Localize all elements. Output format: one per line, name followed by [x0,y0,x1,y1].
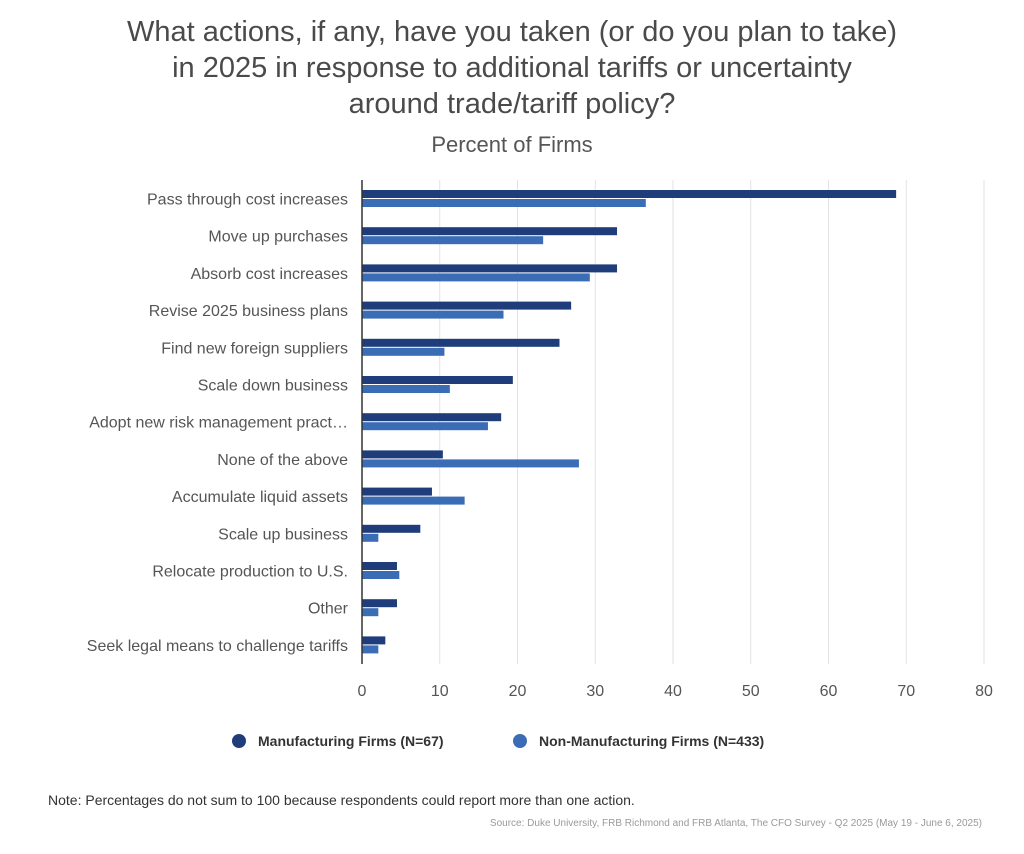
bar-manufacturing[interactable] [362,301,572,310]
category-label: Scale down business [198,378,348,395]
chart-title-line-1: What actions, if any, have you taken (or… [126,16,897,48]
x-tick-label: 50 [742,683,760,700]
bar-manufacturing[interactable] [362,413,502,422]
x-tick-label: 70 [897,683,915,700]
chart-title: What actions, if any, have you taken (or… [0,14,1024,122]
bar-non-manufacturing[interactable] [362,236,544,245]
bar-manufacturing[interactable] [362,487,432,496]
bar-manufacturing[interactable] [362,190,897,198]
bar-non-manufacturing[interactable] [362,273,590,282]
chart-legend: Manufacturing Firms (N=67) Non-Manufactu… [0,733,1024,757]
bar-manufacturing[interactable] [362,264,618,273]
category-label: Accumulate liquid assets [172,489,348,506]
bar-manufacturing[interactable] [362,338,560,347]
category-label: Move up purchases [208,229,348,246]
category-label: Other [308,601,349,618]
category-label: None of the above [217,452,348,469]
legend-label-manufacturing: Manufacturing Firms (N=67) [258,733,444,749]
bar-non-manufacturing[interactable] [362,571,400,579]
x-tick-label: 0 [358,683,367,700]
x-tick-label: 60 [820,683,838,700]
bar-manufacturing[interactable] [362,450,443,459]
bar-non-manufacturing[interactable] [362,459,579,468]
bar-manufacturing[interactable] [362,599,397,608]
x-tick-label: 10 [431,683,449,700]
chart-title-line-2: in 2025 in response to additional tariff… [172,52,852,84]
bar-non-manufacturing[interactable] [362,496,465,505]
bar-non-manufacturing[interactable] [362,645,379,654]
bar-non-manufacturing[interactable] [362,385,450,393]
bar-manufacturing[interactable] [362,376,513,384]
legend-marker-non-manufacturing [513,734,527,748]
bar-non-manufacturing[interactable] [362,608,379,617]
bar-non-manufacturing[interactable] [362,422,488,431]
bar-non-manufacturing[interactable] [362,533,379,542]
legend-marker-manufacturing [232,734,246,748]
bar-manufacturing[interactable] [362,562,397,570]
bar-non-manufacturing[interactable] [362,347,445,356]
category-label: Revise 2025 business plans [149,303,348,320]
chart-subtitle: Percent of Firms [431,132,593,157]
source-credit: Source: Duke University, FRB Richmond an… [489,818,982,829]
x-tick-label: 30 [586,683,604,700]
x-tick-label: 20 [509,683,527,700]
category-label: Seek legal means to challenge tariffs [87,638,348,655]
category-label: Pass through cost increases [147,192,348,209]
chart-title-line-3: around trade/tariff policy? [348,88,676,120]
category-label: Absorb cost increases [191,266,348,283]
bar-manufacturing[interactable] [362,636,386,645]
bar-chart: Pass through cost increases Move up purch… [87,180,993,700]
legend-item-non-manufacturing[interactable]: Non-Manufacturing Firms (N=433) [513,733,764,749]
bar-manufacturing[interactable] [362,524,421,533]
x-tick-label: 80 [975,683,993,700]
category-label: Relocate production to U.S. [152,564,348,581]
bar-non-manufacturing[interactable] [362,199,646,207]
legend-label-non-manufacturing: Non-Manufacturing Firms (N=433) [539,733,765,749]
bar-non-manufacturing[interactable] [362,310,504,319]
category-label: Find new foreign suppliers [161,340,348,357]
category-label: Scale up business [218,526,348,543]
legend-item-manufacturing[interactable]: Manufacturing Firms (N=67) [232,733,444,749]
category-label: Adopt new risk management pract… [89,415,348,432]
bar-manufacturing[interactable] [362,227,618,236]
footnote: Note: Percentages do not sum to 100 beca… [48,792,635,808]
x-tick-label: 40 [664,683,682,700]
